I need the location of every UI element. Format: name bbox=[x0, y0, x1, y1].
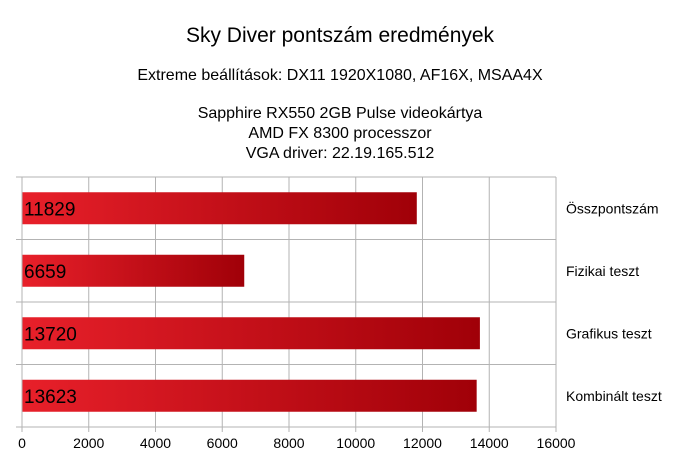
info-line-gpu: Sapphire RX550 2GB Pulse videokártya bbox=[197, 105, 483, 122]
x-tick-label: 14000 bbox=[470, 435, 509, 451]
bars bbox=[22, 192, 480, 412]
info-line-cpu: AMD FX 8300 processzor bbox=[248, 125, 432, 142]
axes: 0 2000 4000 6000 8000 10000 12000 14000 16000 118… bbox=[16, 177, 662, 451]
data-label: 13623 bbox=[24, 387, 77, 408]
x-tick-label: 0 bbox=[18, 435, 26, 451]
category-label: Grafikus teszt bbox=[566, 325, 652, 341]
x-tick-label: 10000 bbox=[336, 435, 375, 451]
x-tick-label: 6000 bbox=[207, 435, 238, 451]
data-label: 13720 bbox=[24, 324, 77, 345]
bar bbox=[22, 254, 245, 287]
x-tick-label: 12000 bbox=[403, 435, 442, 451]
category-label: Kombinált teszt bbox=[566, 388, 662, 404]
data-label: 11829 bbox=[24, 199, 75, 220]
bar bbox=[22, 379, 477, 412]
chart-subtitle: Extreme beállítások: DX11 1920X1080, AF1… bbox=[137, 67, 543, 84]
category-label: Összpontszám bbox=[566, 199, 659, 216]
x-tick-label: 16000 bbox=[537, 435, 576, 451]
bar bbox=[22, 192, 417, 225]
x-tick-label: 2000 bbox=[73, 435, 104, 451]
data-label: 6659 bbox=[24, 262, 66, 283]
info-line-driver: VGA driver: 22.19.165.512 bbox=[245, 145, 435, 162]
bar bbox=[22, 317, 480, 350]
chart-title: Sky Diver pontszám eredmények bbox=[185, 24, 495, 47]
x-tick-label: 4000 bbox=[140, 435, 171, 451]
category-label: Fizikai teszt bbox=[566, 263, 639, 279]
x-tick-label: 8000 bbox=[273, 435, 304, 451]
